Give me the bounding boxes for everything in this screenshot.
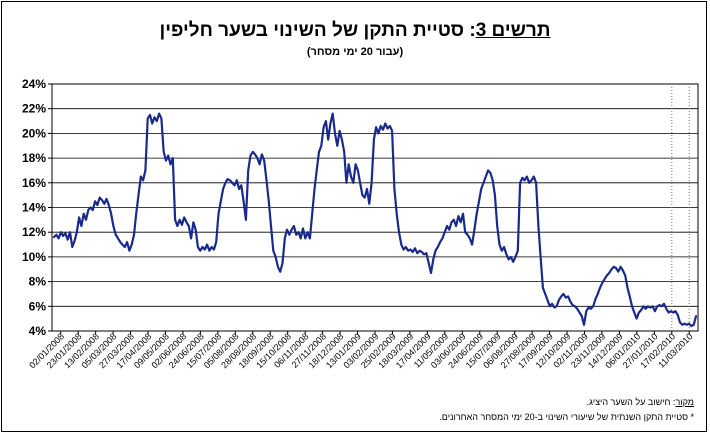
y-tick-label: 18%: [22, 151, 46, 165]
series-line: [52, 112, 698, 328]
y-tick-label: 22%: [22, 102, 46, 116]
chart-subtitle: (עבור 20 ימי מסחר): [306, 46, 404, 58]
chart-title: תרשים 3: סטיית התקן של השינוי בשער חליפי…: [159, 20, 551, 41]
y-tick-label: 10%: [22, 250, 46, 264]
x-axis: 02/01/200823/01/200813/02/200805/03/2008…: [27, 331, 695, 370]
y-tick-label: 16%: [22, 176, 46, 190]
y-tick-label: 6%: [29, 299, 47, 313]
footnote-note: * סטיית התקן השנתית של שיעורי השינוי ב-2…: [439, 412, 694, 422]
source-text: חישוב על השער היציג.: [586, 397, 671, 407]
chart-title-label: תרשים 3: [475, 20, 551, 41]
y-tick-label: 4%: [29, 324, 47, 338]
chart-title-text: סטיית התקן של השינוי בשער חליפין: [159, 20, 465, 41]
source-note: מקור: חישוב על השער היציג.: [586, 397, 694, 407]
y-tick-label: 8%: [29, 275, 47, 289]
vertical-markers: [671, 84, 690, 331]
y-tick-label: 14%: [22, 201, 46, 215]
grid-lines: [51, 83, 699, 332]
y-tick-label: 24%: [22, 77, 46, 91]
source-label: מקור: [675, 397, 694, 407]
series-group: [52, 112, 698, 328]
y-axis: 4% 6% 8% 10% 12% 14% 16% 18% 20% 22% 24%: [22, 77, 52, 338]
y-tick-label: 20%: [22, 126, 46, 140]
y-tick-label: 12%: [22, 225, 46, 239]
